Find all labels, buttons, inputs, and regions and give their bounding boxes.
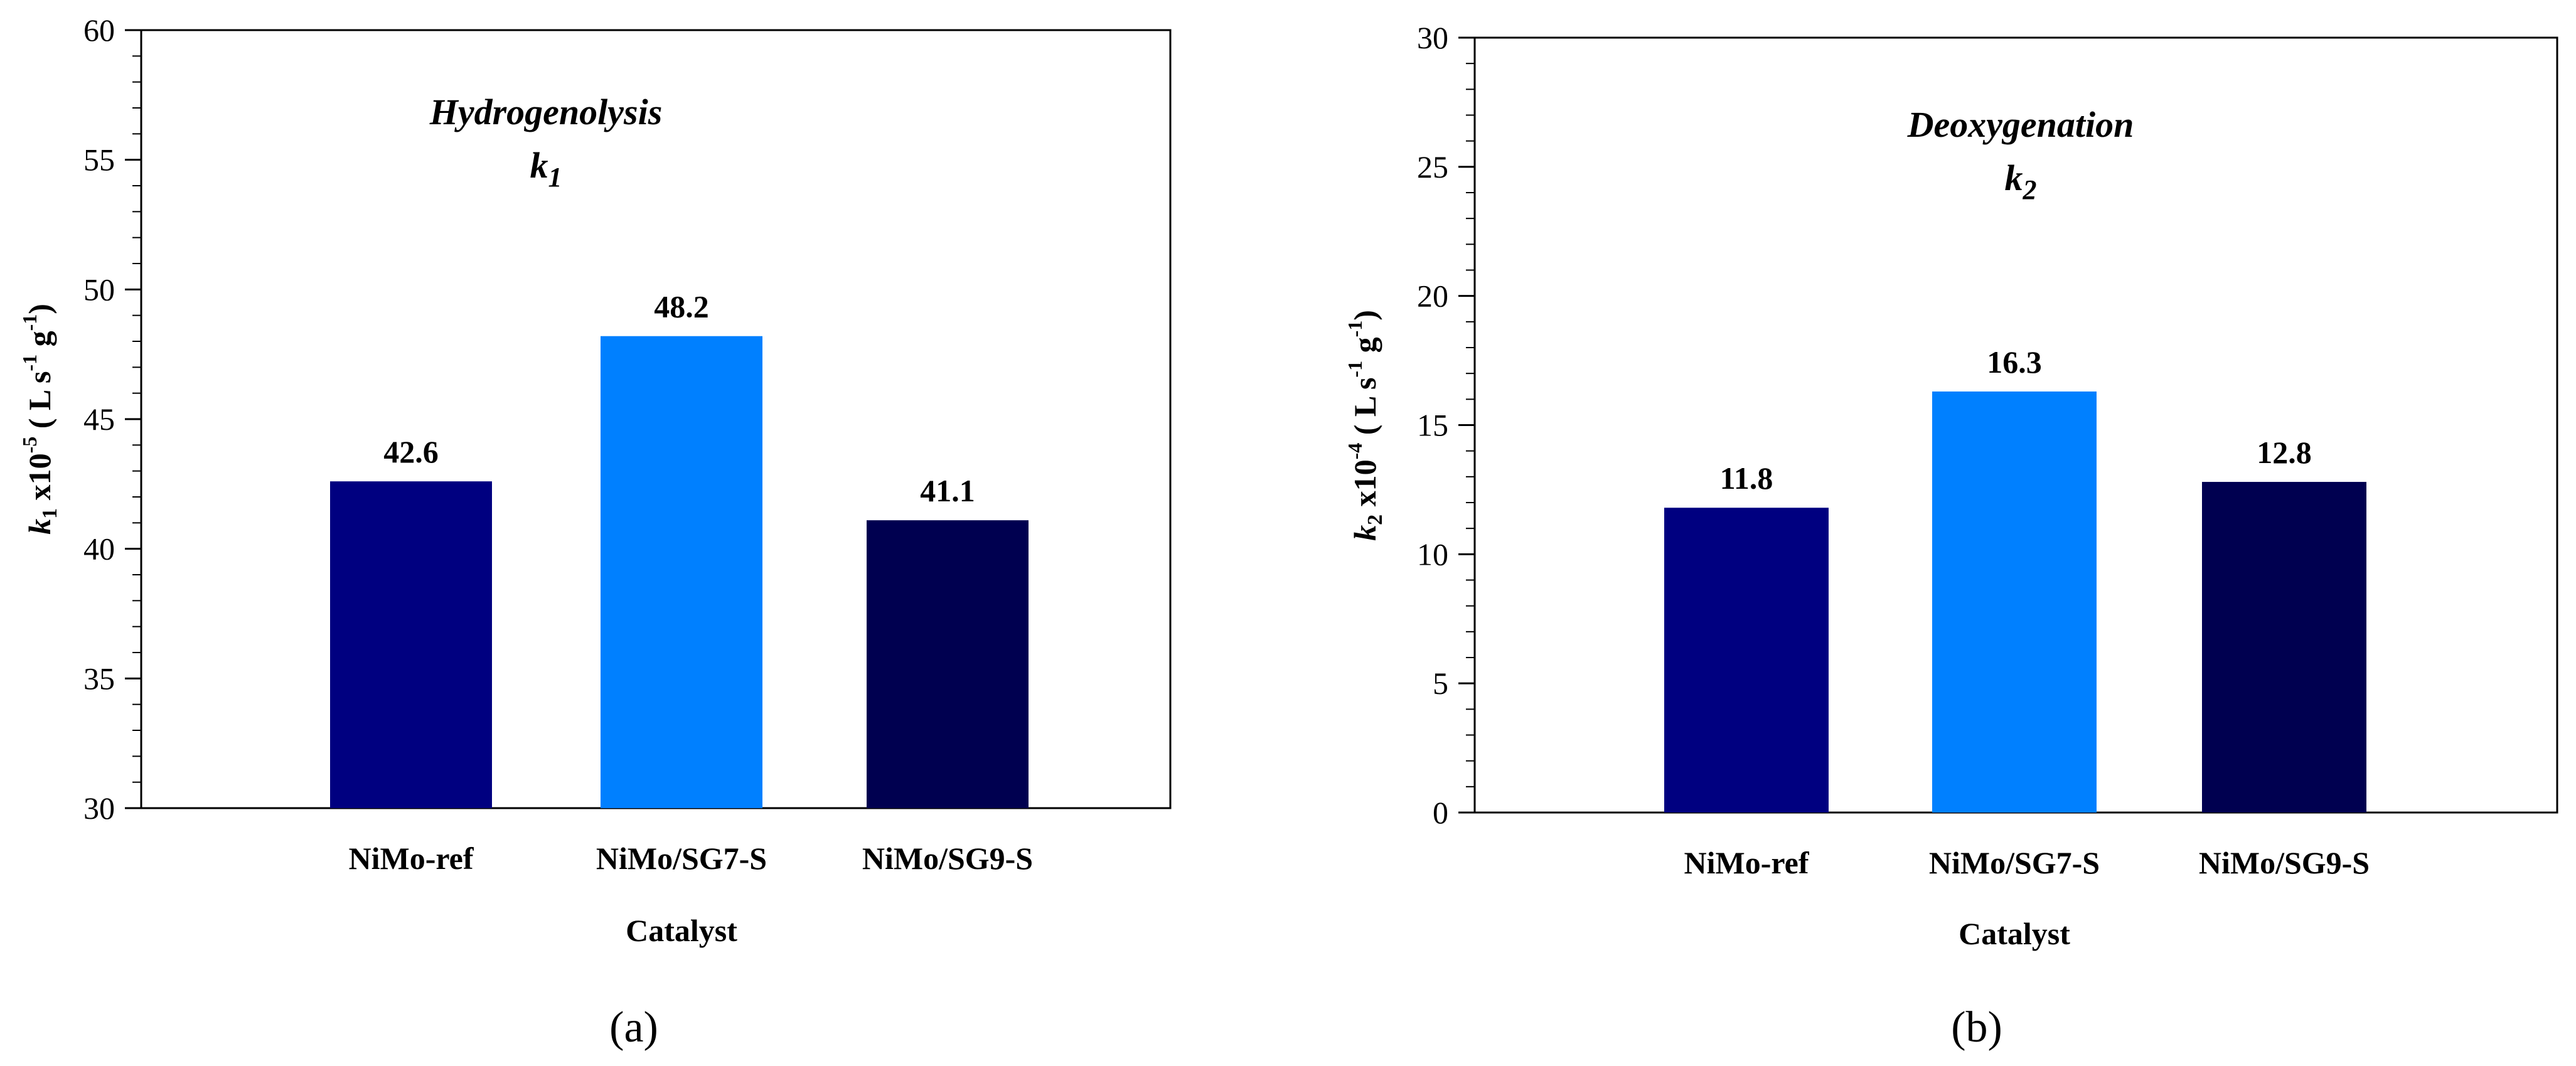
- y-tick-label-b: 0: [1433, 795, 1448, 830]
- annotation-symbol-a: k1: [530, 145, 562, 193]
- bars-a: [330, 336, 1029, 808]
- y-axis-b: 0 5 10 15 20 25 30: [1417, 20, 1475, 830]
- x-axis-title-b: Catalyst: [1959, 916, 2070, 951]
- x-category-labels-a: NiMo-ref NiMo/SG7-S NiMo/SG9-S: [349, 841, 1034, 876]
- y-axis-title-a: k1 x10-5 ( L s-1 g-1): [18, 304, 61, 535]
- x-axis-title-a: Catalyst: [626, 913, 737, 948]
- y-tick-label-b: 5: [1433, 666, 1448, 701]
- x-tick-label-a-2: NiMo/SG7-S: [596, 841, 767, 876]
- y-tick-label-a: 40: [83, 531, 115, 567]
- bar-b-1: [1664, 508, 1829, 813]
- annotation-title-a: Hydrogenolysis: [429, 92, 663, 132]
- y-axis-a: 30 35 40 45 50 55 60: [83, 13, 141, 826]
- x-tick-label-b-2: NiMo/SG7-S: [1929, 845, 2100, 880]
- y-tick-label-a: 45: [83, 402, 115, 437]
- value-label-b-2: 16.3: [1987, 344, 2042, 380]
- value-label-a-2: 48.2: [654, 289, 709, 324]
- y-tick-label-a: 35: [83, 661, 115, 696]
- y-tick-label-a: 50: [83, 272, 115, 307]
- bars-b: [1664, 391, 2366, 813]
- value-label-b-1: 11.8: [1720, 461, 1773, 496]
- y-tick-label-b: 20: [1417, 279, 1448, 314]
- bar-b-3: [2202, 482, 2366, 813]
- y-tick-label-a: 55: [83, 142, 115, 178]
- x-tick-label-a-3: NiMo/SG9-S: [862, 841, 1033, 876]
- y-tick-label-a: 30: [83, 791, 115, 826]
- x-tick-label-a-1: NiMo-ref: [349, 841, 474, 876]
- y-tick-label-b: 15: [1417, 408, 1448, 443]
- panel-label-a: (a): [609, 1003, 658, 1052]
- y-tick-label-b: 30: [1417, 20, 1448, 55]
- annotation-title-b: Deoxygenation: [1907, 104, 2134, 145]
- y-tick-label-b: 25: [1417, 149, 1448, 184]
- x-tick-label-b-3: NiMo/SG9-S: [2199, 845, 2370, 880]
- bar-b-2: [1932, 391, 2097, 813]
- y-axis-title-b: k2 x10-4 ( L s-1 g-1): [1344, 310, 1387, 541]
- value-label-b-3: 12.8: [2257, 435, 2312, 470]
- value-labels-b: 11.8 16.3 12.8: [1720, 344, 2312, 496]
- bar-a-1: [330, 481, 492, 808]
- y-tick-label-b: 10: [1417, 536, 1448, 572]
- y-tick-label-a: 60: [83, 13, 115, 48]
- value-label-a-3: 41.1: [920, 473, 975, 508]
- panel-label-b: (b): [1951, 1003, 2002, 1052]
- bar-a-2: [601, 336, 762, 808]
- chart-panel-b: 0 5 10 15 20 25 30 11.8 16.3 12.8 NiMo-ref NiMo/S…: [1344, 20, 2558, 1052]
- annotation-symbol-b: k2: [2005, 157, 2037, 205]
- bar-a-3: [867, 520, 1029, 808]
- x-tick-label-b-1: NiMo-ref: [1684, 845, 1810, 880]
- value-labels-a: 42.6 48.2 41.1: [383, 289, 975, 508]
- x-category-labels-b: NiMo-ref NiMo/SG7-S NiMo/SG9-S: [1684, 845, 2370, 880]
- value-label-a-1: 42.6: [383, 434, 439, 469]
